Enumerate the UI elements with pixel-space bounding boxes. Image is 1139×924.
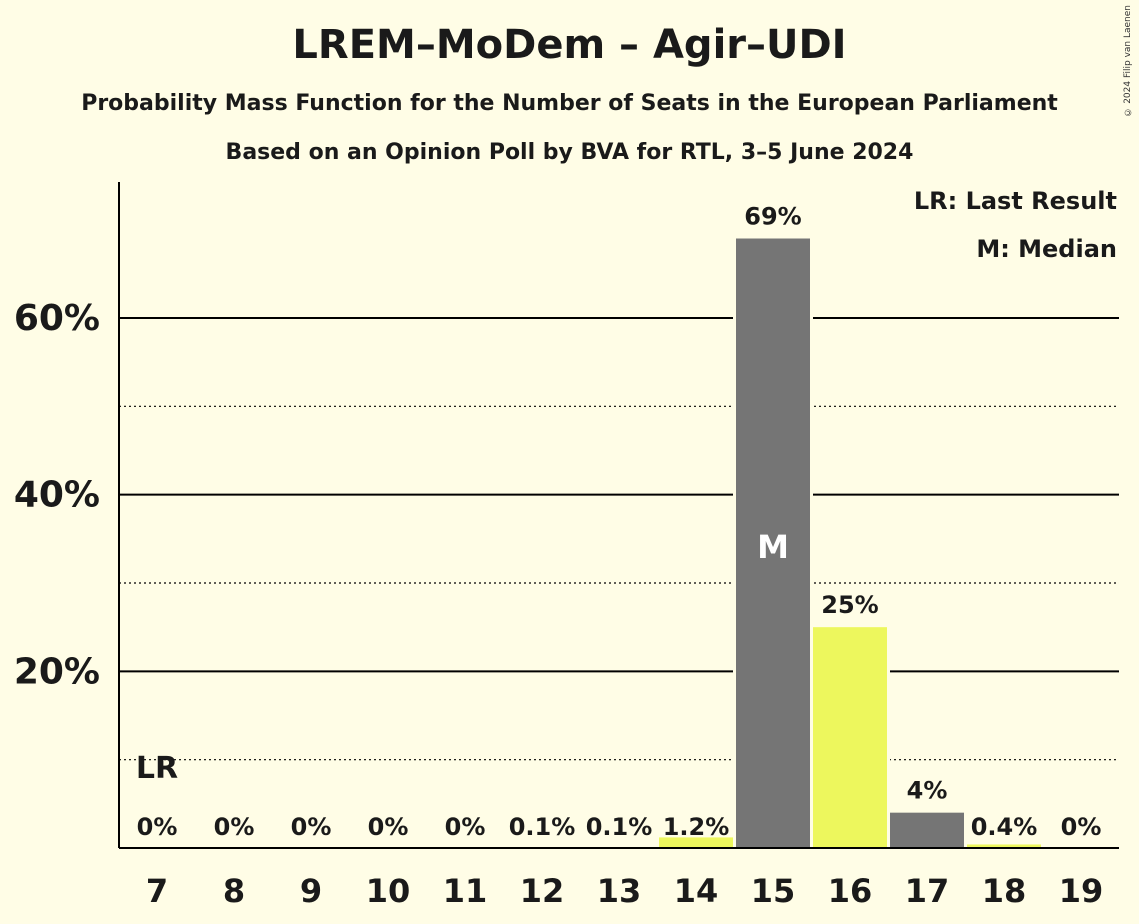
x-tick-label: 12 bbox=[520, 872, 565, 910]
bars bbox=[502, 235, 1044, 848]
data-label: 0% bbox=[1061, 813, 1102, 841]
y-tick-label: 40% bbox=[14, 475, 100, 516]
x-tick-label: 7 bbox=[146, 872, 168, 910]
chart-title: LREM–MoDem – Agir–UDI bbox=[292, 22, 847, 68]
bar bbox=[967, 844, 1041, 848]
median-marker: M bbox=[757, 528, 789, 566]
data-label: 0% bbox=[368, 813, 409, 841]
bar bbox=[736, 238, 810, 848]
data-label: 0% bbox=[291, 813, 332, 841]
y-tick-label: 20% bbox=[14, 651, 100, 692]
last-result-marker: LR bbox=[136, 751, 178, 786]
x-tick-label: 9 bbox=[300, 872, 322, 910]
data-label: 0% bbox=[445, 813, 486, 841]
x-tick-label: 8 bbox=[223, 872, 245, 910]
data-label: 4% bbox=[907, 777, 948, 805]
data-label: 1.2% bbox=[663, 813, 730, 841]
markers: LR M bbox=[136, 528, 789, 786]
legend-last-result: LR: Last Result bbox=[914, 187, 1117, 215]
x-tick-label: 15 bbox=[751, 872, 796, 910]
y-tick-labels: 20% 40% 60% bbox=[14, 298, 100, 692]
legend-median: M: Median bbox=[976, 235, 1117, 263]
bar bbox=[813, 627, 887, 848]
x-tick-label: 18 bbox=[982, 872, 1027, 910]
x-tick-label: 11 bbox=[443, 872, 488, 910]
x-tick-label: 17 bbox=[905, 872, 950, 910]
bar bbox=[890, 812, 964, 848]
data-label: 0.1% bbox=[586, 813, 653, 841]
gridlines bbox=[119, 317, 1119, 761]
data-label: 0% bbox=[137, 813, 178, 841]
y-tick-label: 60% bbox=[14, 298, 100, 339]
data-label: 0.4% bbox=[971, 813, 1038, 841]
x-tick-label: 13 bbox=[597, 872, 642, 910]
x-tick-label: 10 bbox=[366, 872, 411, 910]
x-tick-label: 14 bbox=[674, 872, 719, 910]
data-label: 0% bbox=[214, 813, 255, 841]
data-labels: 0% 0% 0% 0% 0% 0.1% 0.1% 1.2% 69% 25% 4% 0.4% 0% bbox=[137, 203, 1102, 842]
bar-gap bbox=[502, 844, 582, 848]
x-tick-labels: 7 8 9 10 11 12 13 14 15 16 17 18 19 bbox=[146, 872, 1103, 910]
bar bbox=[659, 837, 733, 848]
data-label: 25% bbox=[821, 591, 878, 619]
x-tick-label: 19 bbox=[1059, 872, 1104, 910]
chart-subtitle: Probability Mass Function for the Number… bbox=[81, 91, 1058, 116]
data-label: 0.1% bbox=[509, 813, 576, 841]
data-label: 69% bbox=[744, 203, 801, 231]
x-tick-label: 16 bbox=[828, 872, 873, 910]
chart-source: Based on an Opinion Poll by BVA for RTL,… bbox=[225, 140, 914, 165]
bar-gap bbox=[579, 844, 659, 848]
